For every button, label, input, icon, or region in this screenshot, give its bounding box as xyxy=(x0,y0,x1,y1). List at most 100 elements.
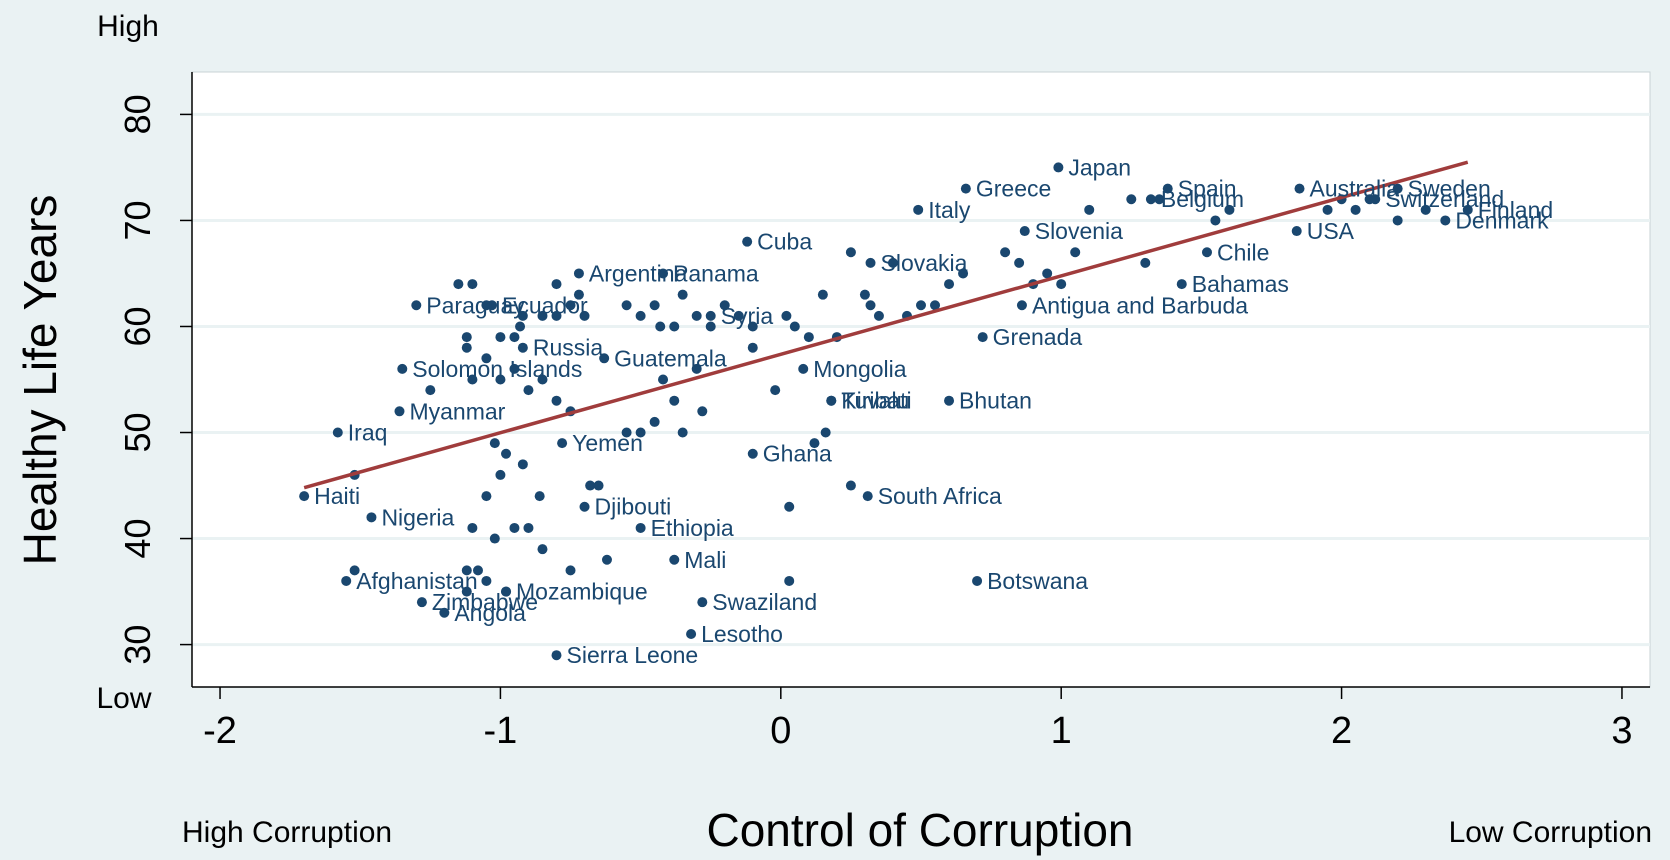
data-point xyxy=(439,607,450,618)
point-label: Haiti xyxy=(314,483,360,509)
data-point xyxy=(697,406,708,417)
data-point xyxy=(873,310,884,321)
data-point xyxy=(972,575,983,586)
data-point xyxy=(341,575,352,586)
data-point xyxy=(551,650,562,661)
point-label: Guatemala xyxy=(614,345,727,371)
point-label: Botswana xyxy=(987,568,1088,594)
data-point xyxy=(1440,215,1451,226)
data-point xyxy=(1145,194,1156,205)
data-point xyxy=(820,427,831,438)
point-label: Slovakia xyxy=(881,250,968,276)
data-point xyxy=(537,374,548,385)
point-label: Tuvalu xyxy=(841,388,909,414)
grid-lines xyxy=(192,112,1650,647)
data-point xyxy=(534,491,545,502)
data-point xyxy=(489,438,500,449)
data-point xyxy=(416,597,427,608)
data-point xyxy=(944,279,955,290)
point-label: Bahamas xyxy=(1192,271,1289,297)
data-point xyxy=(509,332,520,343)
data-point xyxy=(635,310,646,321)
data-point xyxy=(501,448,512,459)
point-label: Slovenia xyxy=(1035,218,1123,244)
data-point xyxy=(930,300,941,311)
y-axis-label: Healthy Life Years xyxy=(14,195,66,566)
data-point xyxy=(635,522,646,533)
data-point xyxy=(453,279,464,290)
data-point xyxy=(517,459,528,470)
data-point xyxy=(1053,162,1064,173)
data-point xyxy=(537,310,548,321)
data-point xyxy=(573,268,584,279)
data-point xyxy=(944,395,955,406)
data-point xyxy=(865,257,876,268)
data-point xyxy=(677,427,688,438)
point-label: Djibouti xyxy=(595,494,672,520)
data-point xyxy=(1154,194,1165,205)
data-point xyxy=(658,268,669,279)
data-point xyxy=(621,300,632,311)
point-label: Paraguay xyxy=(426,292,525,318)
data-point xyxy=(366,512,377,523)
data-point xyxy=(1019,226,1030,237)
data-point xyxy=(1016,300,1027,311)
data-point xyxy=(481,575,492,586)
point-label: Swaziland xyxy=(712,589,817,615)
data-point xyxy=(747,448,758,459)
data-point xyxy=(495,469,506,480)
y-low-label: Low xyxy=(96,682,151,715)
point-label: USA xyxy=(1307,218,1355,244)
data-point xyxy=(1224,204,1235,215)
point-label: Ethiopia xyxy=(651,515,734,541)
point-label: Argentina xyxy=(589,260,688,286)
data-point xyxy=(467,522,478,533)
data-point xyxy=(1000,247,1011,258)
point-label: Panama xyxy=(673,260,759,286)
data-point xyxy=(958,268,969,279)
point-label: Antigua and Barbuda xyxy=(1032,292,1248,318)
data-point xyxy=(977,332,988,343)
data-point xyxy=(697,597,708,608)
data-point xyxy=(635,427,646,438)
data-point xyxy=(686,628,697,639)
data-point xyxy=(495,374,506,385)
data-point xyxy=(742,236,753,247)
data-point xyxy=(332,427,343,438)
data-point xyxy=(705,310,716,321)
x-low-label: High Corruption xyxy=(182,816,392,849)
data-point xyxy=(658,374,669,385)
data-point xyxy=(461,342,472,353)
data-point xyxy=(501,586,512,597)
data-point xyxy=(719,300,730,311)
data-point xyxy=(461,586,472,597)
point-label: Angola xyxy=(454,600,526,626)
data-point xyxy=(960,183,971,194)
x-axis-ticks: -2 -1 0 1 2 3 xyxy=(203,687,1633,752)
data-point xyxy=(733,310,744,321)
point-label: Nigeria xyxy=(381,504,454,530)
data-point xyxy=(705,321,716,332)
point-label: Yemen xyxy=(572,430,643,456)
x-tick-label: -2 xyxy=(203,710,237,752)
data-point xyxy=(1291,226,1302,237)
point-label: Bhutan xyxy=(959,388,1032,414)
data-point xyxy=(1084,204,1095,215)
data-point xyxy=(461,565,472,576)
data-point xyxy=(1070,247,1081,258)
data-point xyxy=(557,438,568,449)
data-point xyxy=(649,300,660,311)
data-point xyxy=(789,321,800,332)
data-point xyxy=(537,544,548,555)
data-point xyxy=(1162,183,1173,194)
data-point xyxy=(467,279,478,290)
data-point xyxy=(669,395,680,406)
data-point xyxy=(826,395,837,406)
data-point xyxy=(803,332,814,343)
data-point xyxy=(551,279,562,290)
point-label: South Africa xyxy=(878,483,1002,509)
data-point xyxy=(781,310,792,321)
point-label: Spain xyxy=(1178,176,1237,202)
data-point xyxy=(677,289,688,300)
